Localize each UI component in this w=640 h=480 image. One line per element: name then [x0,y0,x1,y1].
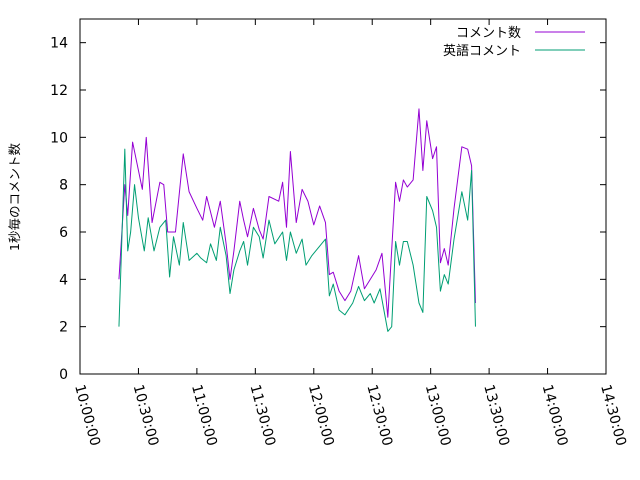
series-2 [118,148,476,332]
y-tick-label: 14 [50,36,68,52]
y-tick-label: 8 [59,178,68,194]
y-tick-label: 10 [50,130,68,146]
y-tick-label: 12 [50,83,68,99]
series-line-2 [118,148,476,332]
y-tick-label: 6 [59,225,68,241]
legend-label-2: 英語コメント [443,43,521,59]
series-line-1 [118,108,476,318]
series-1 [118,108,476,318]
legend-label-1: コメント数 [456,26,521,41]
y-tick-label: 4 [59,272,68,288]
y-tick-label: 0 [59,367,68,383]
plot-frame [79,18,607,375]
y-axis-label: 1秒毎のコメント数 [7,143,22,251]
series-layer [118,108,476,332]
y-tick-label: 2 [59,320,68,336]
